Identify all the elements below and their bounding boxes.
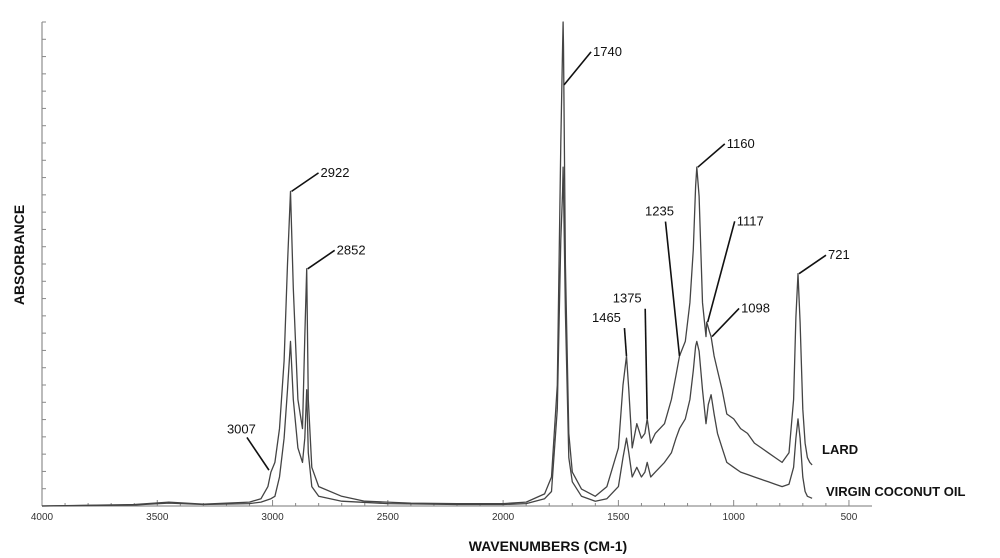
series-line-lard	[41, 21, 813, 507]
annotation-leader-2922	[291, 172, 319, 193]
x-tick-label: 4000	[31, 512, 54, 523]
x-tick-label: 1000	[723, 512, 746, 523]
annotation-label-1160: 1160	[727, 136, 755, 151]
series-label-virgin-coconut-oil: VIRGIN COCONUT OIL	[826, 484, 965, 499]
annotation-label-1740: 1740	[593, 44, 622, 59]
annotation-leader-2852	[307, 249, 336, 270]
annotation-leader-1740	[563, 51, 592, 86]
series-line-virgin-coconut-oil	[41, 166, 813, 507]
x-tick-label: 3000	[261, 512, 284, 523]
series-layer	[41, 21, 813, 507]
x-tick-label: 2000	[492, 512, 515, 523]
annotation-label-3007: 3007	[227, 421, 256, 436]
annotation-leader-1098	[711, 307, 740, 338]
annotation-leader-1117	[706, 221, 736, 323]
annotation-leader-1160	[697, 143, 726, 168]
annotation-label-2922: 2922	[321, 165, 350, 180]
annotation-leader-1465	[623, 328, 628, 357]
annotation-leader-1375	[644, 308, 649, 419]
annotation-label-1375: 1375	[613, 291, 642, 306]
annotation-leader-3007	[246, 436, 270, 471]
annotation-label-1465: 1465	[592, 310, 621, 325]
series-label-lard: LARD	[822, 442, 858, 457]
x-axis-title: WAVENUMBERS (CM-1)	[469, 538, 627, 554]
annotation-label-1235: 1235	[645, 204, 674, 219]
annotation-label-1098: 1098	[741, 300, 770, 315]
annotation-leader-1235	[664, 221, 681, 357]
annotation-leader-721	[798, 254, 827, 275]
x-tick-label: 1500	[607, 512, 630, 523]
annotation-label-1117: 1117	[737, 213, 764, 228]
annotation-label-2852: 2852	[337, 242, 366, 257]
axes: 4000 3500 3000 2500 2000 1500 1000 500	[31, 21, 872, 523]
x-tick-label: 500	[841, 512, 858, 523]
annotation-layer: 1740 2922 2852 3007 1160 1235 1117 1098 721 1465 1…	[227, 44, 850, 471]
annotation-label-721: 721	[828, 247, 850, 262]
y-axis-title: ABSORBANCE	[11, 205, 27, 305]
x-tick-label: 2500	[377, 512, 400, 523]
x-tick-label: 3500	[146, 512, 169, 523]
